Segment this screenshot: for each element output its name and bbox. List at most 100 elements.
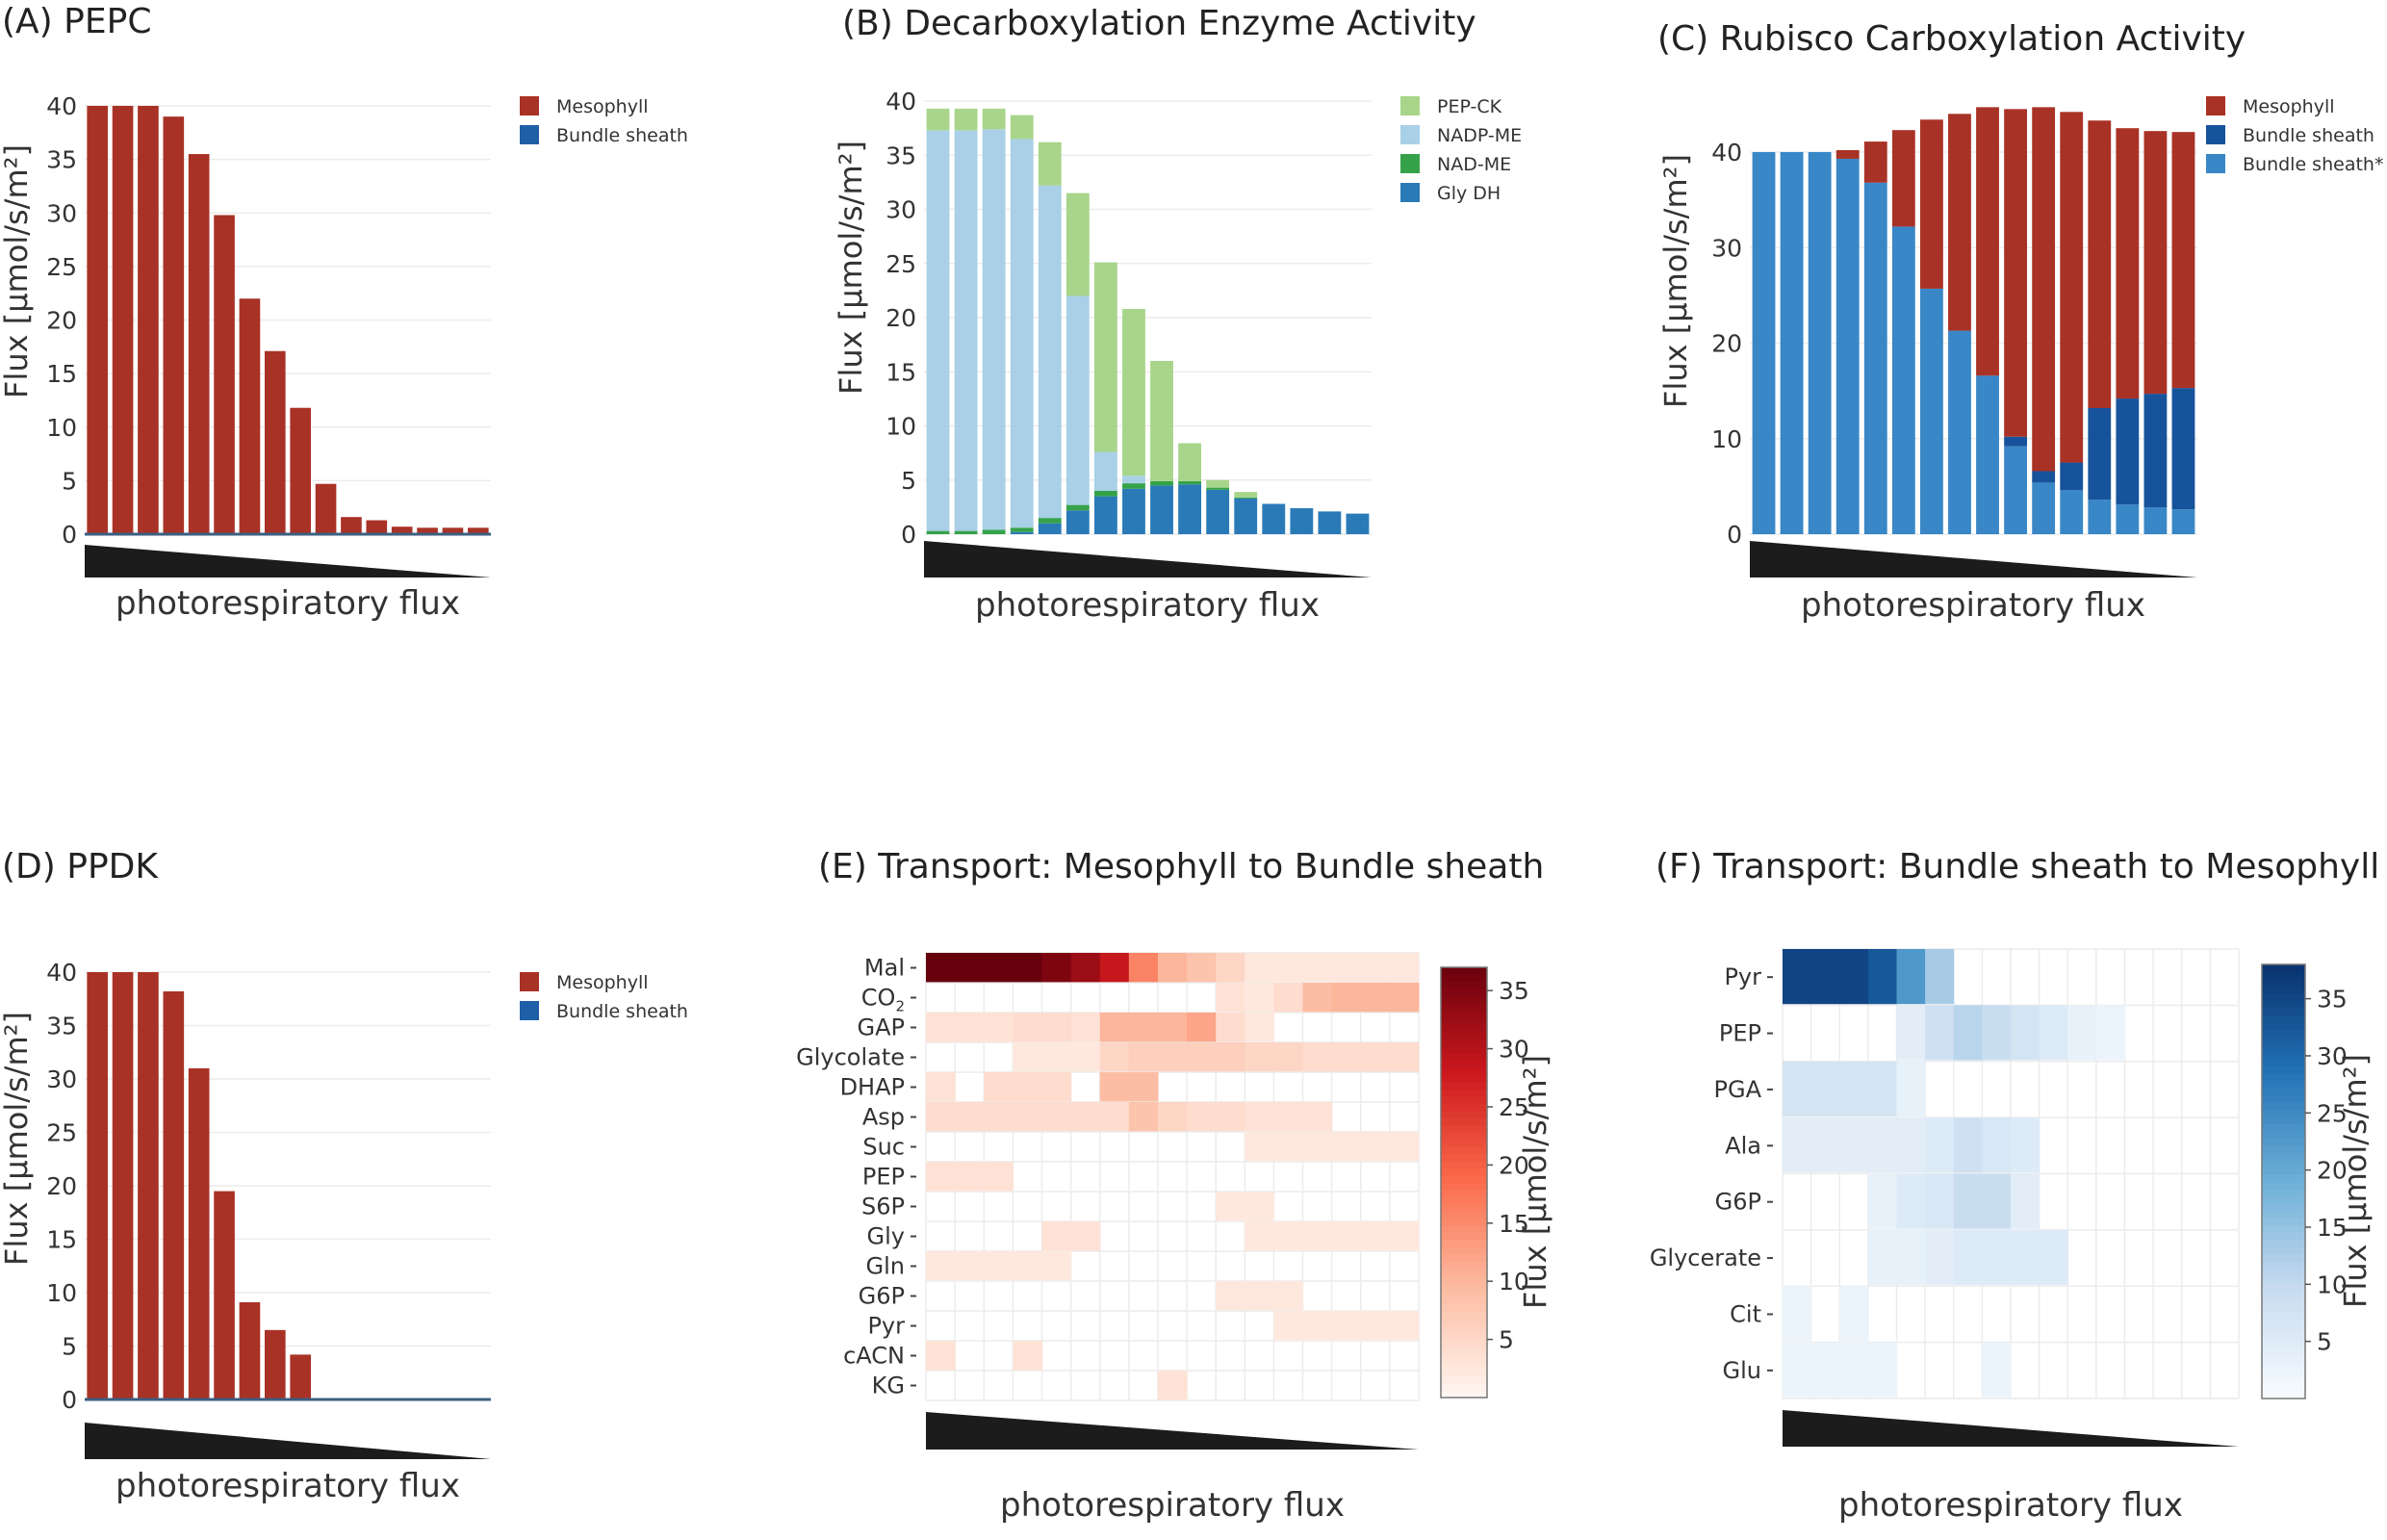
- bar-mesophyll-14: [2143, 131, 2168, 395]
- colorbar-segment: [2262, 1130, 2305, 1139]
- legend-label: PEP-CK: [1437, 96, 1502, 117]
- bar-nadp-me-0: [926, 130, 950, 531]
- colorbar-segment: [2262, 986, 2305, 994]
- row-label-glu: Glu: [1723, 1357, 1761, 1384]
- colorbar-segment: [2262, 1268, 2305, 1276]
- bar-mesophyll-5: [1891, 130, 1915, 227]
- heat-cell-gly-13: [1302, 1221, 1333, 1251]
- y-tick-label: 25: [46, 1119, 77, 1147]
- heat-cell-mal-2: [984, 953, 1014, 983]
- colorbar-tick-label: 35: [1499, 977, 1529, 1005]
- colorbar-segment: [2262, 1224, 2305, 1233]
- colorbar-segment: [1441, 1304, 1487, 1313]
- colorbar-segment: [2262, 1362, 2305, 1371]
- y-tick-label: 30: [886, 196, 916, 224]
- bar-nadp-me-7: [1122, 475, 1145, 484]
- flux-gradient-triangle-C: [1750, 541, 2197, 578]
- heat-cell-glycerate-9: [2039, 1229, 2068, 1286]
- bar-mesophyll-8: [1976, 107, 1999, 376]
- heat-cell-asp-2: [984, 1102, 1014, 1132]
- bar-gly-dh-5: [1065, 510, 1090, 534]
- colorbar-segment: [2262, 1253, 2305, 1262]
- bar-pep-ck-5: [1065, 192, 1090, 296]
- heat-cell-cit-0: [1783, 1286, 1812, 1342]
- legend-swatch: [520, 96, 539, 116]
- colorbar-segment: [1441, 1296, 1487, 1305]
- colorbar-segment: [2262, 1290, 2305, 1298]
- heat-cell-gap-6: [1099, 1013, 1130, 1042]
- legend-label: Bundle sheath: [2243, 125, 2374, 146]
- colorbar-segment: [2262, 1014, 2305, 1023]
- bar-mesophyll-8: [290, 1354, 312, 1399]
- heat-cell-glycolate-5: [1070, 1042, 1101, 1072]
- chart-title: (A) PEPC: [2, 2, 151, 41]
- colorbar-segment: [2262, 1029, 2305, 1038]
- colorbar-segment: [1441, 1332, 1487, 1341]
- y-tick-label: 40: [46, 959, 77, 987]
- colorbar-segment: [2262, 1333, 2305, 1342]
- colorbar-segment: [1441, 1275, 1487, 1284]
- colorbar-frame: [2261, 963, 2306, 1399]
- bar-mesophyll-3: [163, 990, 185, 1399]
- heat-cell-suc-16: [1389, 1132, 1420, 1162]
- colorbar-segment: [1441, 1067, 1487, 1076]
- bar-mesophyll-1: [112, 972, 134, 1399]
- bar-bundle-sheath--11: [2060, 490, 2084, 534]
- heat-cell-gap-0: [926, 1013, 956, 1042]
- heat-cell-pga-1: [1810, 1061, 1840, 1116]
- heat-cell-mal-6: [1099, 953, 1130, 983]
- bar-gly-dh-4: [1038, 523, 1062, 534]
- y-tick-label: 5: [901, 467, 916, 495]
- legend-swatch: [2206, 154, 2225, 173]
- heat-cell-dhap-0: [926, 1072, 956, 1102]
- colorbar-segment: [2262, 1203, 2305, 1212]
- colorbar-segment: [1441, 1161, 1487, 1169]
- colorbar-segment: [1441, 1124, 1487, 1133]
- heat-cell-pyr-15: [1360, 1311, 1391, 1341]
- bar-mesophyll-11: [366, 520, 388, 534]
- flux-gradient-triangle-F: [1783, 1410, 2239, 1447]
- heat-cell-pep-8: [2011, 1005, 2040, 1061]
- heat-cell-pyr-16: [1389, 1311, 1420, 1341]
- legend-swatch: [520, 125, 539, 144]
- colorbar-segment: [1441, 981, 1487, 989]
- colorbar-segment: [1441, 1153, 1487, 1162]
- colorbar-segment: [1441, 1024, 1487, 1033]
- heat-cell-asp-5: [1070, 1102, 1101, 1132]
- colorbar-segment: [2262, 1000, 2305, 1009]
- colorbar-segment: [1441, 1017, 1487, 1026]
- bar-nad-me-5: [1065, 504, 1090, 511]
- heat-cell-glycerate-4: [1896, 1229, 1926, 1286]
- bar-gly-dh-12: [1262, 503, 1286, 534]
- row-label-subscript: 2: [895, 998, 905, 1015]
- chart-A: (A) PEPC 0 5 10 15 20 25 30 35 40 Flux [µmol/s/m²]…: [0, 2, 688, 623]
- colorbar-label: Flux [µmol/s/m²]: [2337, 1054, 2374, 1308]
- bar-bundle-sheath--5: [1891, 226, 1915, 535]
- row-label-pep: PEP: [862, 1164, 905, 1191]
- y-axis-label: Flux [µmol/s/m²]: [0, 1012, 35, 1266]
- heat-cell-g6p-8: [2011, 1173, 2040, 1229]
- colorbar-segment: [2262, 1296, 2305, 1305]
- y-tick-label: 20: [886, 304, 916, 332]
- colorbar-segment: [1441, 988, 1487, 997]
- bar-mesophyll-4: [1863, 141, 1887, 183]
- heat-cell-glu-0: [1783, 1342, 1812, 1398]
- y-tick-label: 20: [46, 307, 77, 335]
- colorbar-segment: [1441, 1211, 1487, 1219]
- heat-cell-gly-11: [1245, 1221, 1274, 1251]
- bar-nad-me-6: [1093, 491, 1117, 497]
- legend-swatch: [520, 972, 539, 991]
- bar-mesophyll-11: [2060, 112, 2084, 463]
- heat-cell-pga-3: [1867, 1061, 1897, 1116]
- bar-mesophyll-7: [264, 1329, 286, 1399]
- legend-label: Mesophyll: [2243, 96, 2335, 117]
- colorbar-segment: [1441, 1246, 1487, 1255]
- heat-cell-g6p-3: [1867, 1173, 1897, 1229]
- y-axis-label: Flux [µmol/s/m²]: [0, 144, 35, 398]
- bar-bundle-sheath--10: [2032, 482, 2056, 534]
- bar-bundle-sheath--13: [2116, 504, 2140, 534]
- row-label-cit: Cit: [1730, 1300, 1761, 1327]
- bar-pep-ck-4: [1038, 141, 1062, 186]
- heat-cell-suc-15: [1360, 1132, 1391, 1162]
- legend-swatch: [1400, 125, 1420, 144]
